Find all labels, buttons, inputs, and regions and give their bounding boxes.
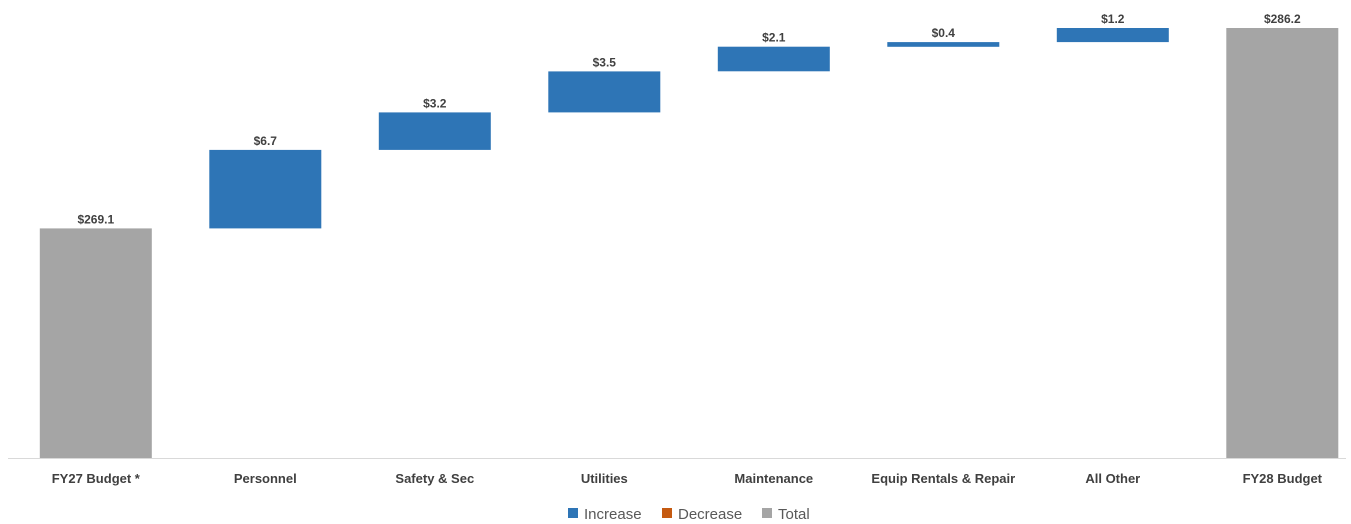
legend: Increase Decrease Total xyxy=(568,506,810,523)
legend-label-increase: Increase xyxy=(584,506,642,523)
bar-utilities xyxy=(548,71,661,113)
bar-personnel xyxy=(209,149,322,229)
bar-all-other xyxy=(1056,28,1169,43)
bar-safety-sec xyxy=(378,112,491,150)
data-label-maintenance: $2.1 xyxy=(762,31,786,45)
legend-item-total: Total xyxy=(762,506,810,523)
data-label-personnel: $6.7 xyxy=(254,134,278,148)
data-label-safety-sec: $3.2 xyxy=(423,96,447,110)
tick-label-fy27-budget: FY27 Budget * xyxy=(52,471,141,486)
bar-maintenance xyxy=(717,46,830,72)
legend-swatch-decrease xyxy=(662,508,672,518)
tick-label-maintenance: Maintenance xyxy=(734,471,813,486)
data-label-equip-rentals-repair: $0.4 xyxy=(932,26,956,40)
legend-swatch-increase xyxy=(568,508,578,518)
tick-label-all-other: All Other xyxy=(1085,471,1140,486)
tick-label-fy28-budget: FY28 Budget xyxy=(1243,471,1323,486)
legend-item-increase: Increase xyxy=(568,506,642,523)
tick-label-equip-rentals-repair: Equip Rentals & Repair xyxy=(871,471,1015,486)
tick-label-utilities: Utilities xyxy=(581,471,628,486)
data-label-utilities: $3.5 xyxy=(593,55,617,69)
legend-label-total: Total xyxy=(778,506,810,523)
tick-label-personnel: Personnel xyxy=(234,471,297,486)
data-label-all-other: $1.2 xyxy=(1101,12,1125,26)
tick-label-safety-sec: Safety & Sec xyxy=(395,471,474,486)
data-label-fy27-budget: $269.1 xyxy=(77,212,114,226)
bar-equip-rentals-repair xyxy=(887,42,1000,47)
bars xyxy=(39,28,1339,458)
legend-item-decrease: Decrease xyxy=(662,506,742,523)
bar-fy28-budget xyxy=(1226,28,1339,458)
bar-fy27-budget xyxy=(39,228,152,458)
data-labels: $269.1 $6.7 $3.2 $3.5 $2.1 $0.4 $1.2 $286.2 xyxy=(77,12,1301,226)
legend-label-decrease: Decrease xyxy=(678,506,742,523)
data-label-fy28-budget: $286.2 xyxy=(1264,12,1301,26)
legend-swatch-total xyxy=(762,508,772,518)
x-axis-tick-labels: FY27 Budget * Personnel Safety & Sec Utilit… xyxy=(52,471,1323,486)
